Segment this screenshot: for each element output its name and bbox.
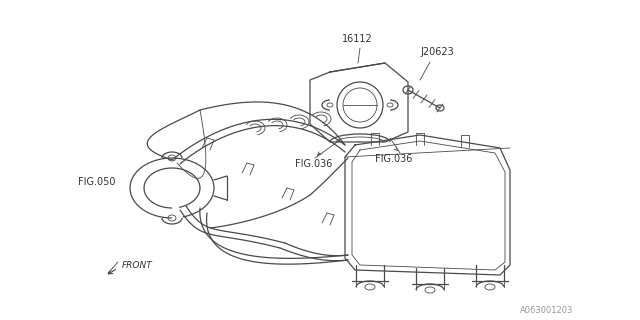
Text: J20623: J20623 (420, 47, 454, 57)
Text: FIG.036: FIG.036 (295, 159, 332, 169)
Text: 16112: 16112 (342, 34, 372, 44)
Text: FRONT: FRONT (122, 261, 153, 270)
Text: FIG.036: FIG.036 (375, 154, 412, 164)
Text: A063001203: A063001203 (520, 306, 573, 315)
Text: FIG.050: FIG.050 (78, 177, 115, 187)
